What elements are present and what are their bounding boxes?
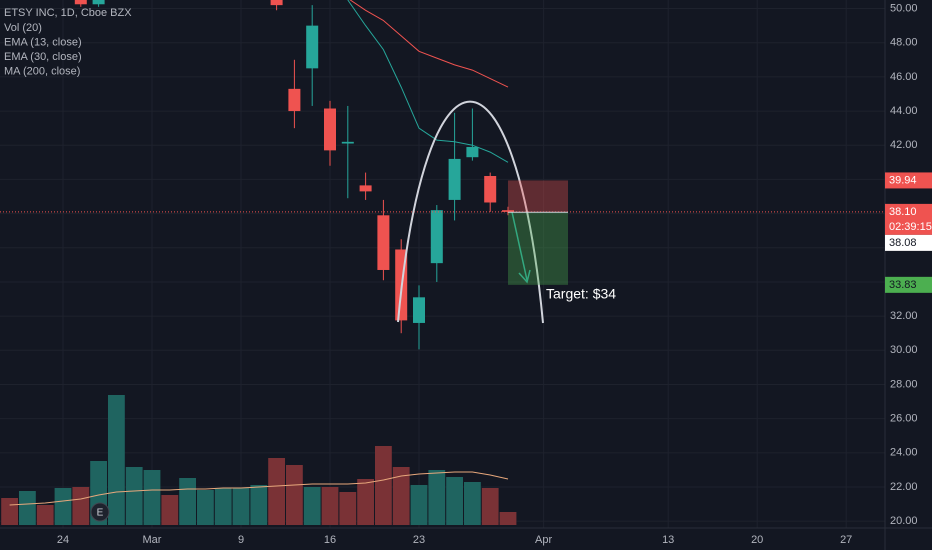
volume-bar xyxy=(357,479,374,525)
target-annotation: Target: $34 xyxy=(546,286,616,302)
x-tick-label: 24 xyxy=(57,534,69,546)
volume-bar xyxy=(54,488,72,525)
legend-entry: EMA (13, close) xyxy=(4,36,82,48)
volume-bar xyxy=(464,482,481,525)
candle-body xyxy=(341,141,354,144)
volume-bar xyxy=(428,470,446,525)
earnings-marker xyxy=(90,502,110,522)
last-price-box xyxy=(885,203,932,235)
y-tick-label: 46.00 xyxy=(890,71,918,83)
volume-bar xyxy=(499,512,517,525)
x-tick-label: Mar xyxy=(143,534,162,546)
volume-bar xyxy=(108,395,125,525)
x-tick-label: 13 xyxy=(662,534,674,546)
candle-body xyxy=(377,215,390,270)
y-tick-label: 28.00 xyxy=(890,378,918,390)
target-price-label-box xyxy=(885,276,932,293)
y-tick-label: 22.00 xyxy=(890,481,918,493)
candle-body xyxy=(413,297,425,323)
volume-bar xyxy=(143,470,161,525)
volume-bar xyxy=(161,495,179,525)
last-price-label: 38.10 xyxy=(889,206,917,218)
volume-bar xyxy=(250,485,268,525)
volume-bar xyxy=(303,487,321,525)
arc-drawing xyxy=(397,100,544,324)
candle-body xyxy=(359,185,372,192)
legend: ETSY INC, 1D, Cboe BZX Vol (20) EMA (13, … xyxy=(4,7,132,78)
volume-bar xyxy=(321,487,339,525)
volume-bar xyxy=(72,487,90,525)
volume-bar xyxy=(481,488,499,525)
countdown: 02:39:15 xyxy=(889,221,932,233)
indicator-line xyxy=(9,471,509,506)
drawings: Target: $34 E xyxy=(90,100,616,522)
price-pane xyxy=(0,0,885,350)
position-stop-zone xyxy=(508,180,568,213)
y-tick-label: 44.00 xyxy=(890,105,918,117)
entry-price-label: 38.08 xyxy=(889,237,917,249)
candle-body xyxy=(74,0,87,5)
volume-bar xyxy=(1,498,18,525)
volume-bar xyxy=(375,446,392,525)
y-tick-label: 26.00 xyxy=(890,413,918,425)
volume-bar xyxy=(19,491,36,525)
position-target-zone xyxy=(508,212,568,285)
chart-title: ETSY INC, 1D, Cboe BZX xyxy=(4,7,132,19)
entry-price-label-box xyxy=(885,234,932,251)
volume-bar xyxy=(36,505,54,525)
arrow-head xyxy=(518,269,531,284)
y-tick-label: 48.00 xyxy=(890,37,918,49)
indicator-line xyxy=(347,0,509,163)
x-tick-label: Apr xyxy=(535,534,552,546)
volume-bar xyxy=(125,467,143,525)
y-tick-label: 50.00 xyxy=(890,2,918,14)
earnings-label: E xyxy=(97,508,104,519)
stop-price-label-box xyxy=(885,172,932,189)
x-tick-label: 9 xyxy=(238,534,244,546)
candle-body xyxy=(270,0,283,6)
candle-body xyxy=(484,176,497,203)
y-tick-label: 32.00 xyxy=(890,310,918,322)
candle-body xyxy=(448,158,461,200)
volume-bar xyxy=(446,477,463,525)
legend-entry: MA (200, close) xyxy=(4,65,80,77)
x-tick-label: 27 xyxy=(840,534,852,546)
y-tick-label: 42.00 xyxy=(890,139,918,151)
x-tick-label: 16 xyxy=(324,534,336,546)
volume-bar xyxy=(214,488,232,525)
indicator-line xyxy=(349,0,509,88)
volume-bar xyxy=(339,492,357,525)
stop-price-label: 39.94 xyxy=(889,174,917,186)
volume-bar xyxy=(197,490,214,525)
arrow-line xyxy=(511,211,528,281)
volume-bar xyxy=(410,485,428,525)
target-price-label: 33.83 xyxy=(889,279,917,291)
volume-bar xyxy=(268,458,285,525)
volume-bar xyxy=(232,488,250,525)
volume-bar xyxy=(286,465,303,525)
candle-body xyxy=(502,210,514,212)
y-tick-label: 20.00 xyxy=(890,515,918,527)
volume-bar xyxy=(392,467,410,525)
candle-body xyxy=(430,210,443,264)
candle-body xyxy=(324,108,336,151)
volume-bar xyxy=(179,478,196,525)
legend-entry: Vol (20) xyxy=(4,22,42,34)
y-tick-label: 24.00 xyxy=(890,447,918,459)
candle-body xyxy=(306,25,319,69)
candle-body xyxy=(92,0,105,5)
candle-body xyxy=(466,146,479,158)
y-tick-label: 30.00 xyxy=(890,344,918,356)
legend-entry: EMA (30, close) xyxy=(4,51,82,63)
x-tick-label: 23 xyxy=(413,534,425,546)
x-tick-label: 20 xyxy=(751,534,763,546)
candle-body xyxy=(288,88,301,112)
